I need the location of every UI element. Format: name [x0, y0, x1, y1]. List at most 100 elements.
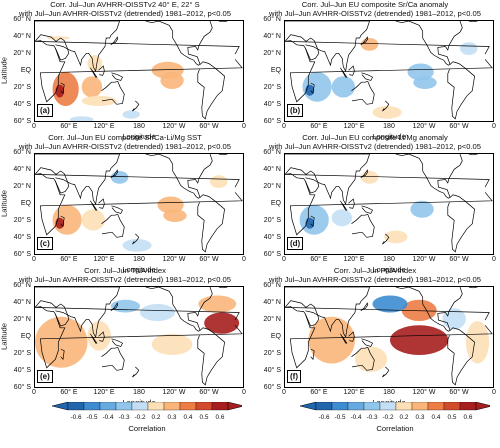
coastline-10 — [395, 154, 463, 199]
coastline-1 — [285, 21, 370, 73]
x-tick-label: 0 — [282, 389, 286, 396]
correlation-region-5 — [160, 72, 184, 89]
colorbar-arrow-right — [475, 402, 490, 411]
x-tick-label: 0 — [492, 123, 496, 130]
colorbar-arrow-left — [52, 402, 69, 411]
panel-title: Corr. Jul–Jun EU composite Li/Mg anomaly — [302, 133, 448, 142]
coastline-12 — [468, 287, 478, 289]
coastline-0 — [285, 173, 493, 236]
coastline-3 — [101, 213, 125, 238]
colorbar-tick-label: 0.5 — [447, 414, 457, 421]
colorbar-swatch-3 — [363, 402, 381, 411]
colorbar-tick-label: -0.5 — [334, 414, 346, 421]
map-panel-f: Corr. Jul–Jun PNA index with Jul–Jun AVHR… — [250, 266, 500, 409]
x-tick-label: 0 — [242, 256, 246, 263]
y-tick-label: 40° N — [13, 166, 31, 173]
colorbar-tick-label: -0.5 — [86, 414, 98, 421]
coastline-7 — [110, 36, 119, 46]
y-tick-label: 20° S — [263, 350, 281, 357]
panel-label: (e) — [37, 370, 53, 383]
x-tick-label: 0 — [32, 123, 36, 130]
coastline-12 — [468, 21, 478, 23]
colorbar-swatch-4 — [131, 402, 149, 411]
x-tick-label: 0 — [32, 389, 36, 396]
correlation-region-3 — [410, 200, 434, 218]
x-tick-label: 120° W — [412, 389, 436, 396]
panel-subtitle: with Jul–Jun AVHRR-OISSTv2 (detrended) 1… — [269, 275, 481, 284]
correlation-region-7 — [122, 239, 152, 252]
colorbar-tick-label: 0.3 — [167, 414, 177, 421]
map-area — [34, 153, 244, 255]
map-area — [284, 20, 494, 122]
x-tick-label: 120° W — [412, 123, 436, 130]
correlation-region-3 — [407, 63, 434, 81]
x-tick-label: 60° W — [449, 256, 469, 263]
colorbar-tick-label: 0.6 — [463, 414, 473, 421]
colorbar-tick-label: -0.2 — [382, 414, 394, 421]
correlation-region-3 — [308, 316, 355, 364]
panel-title: Corr. Jul–Jun EU composite Sr/Ca-Li/Mg S… — [48, 133, 202, 142]
correlation-region-2 — [81, 76, 103, 98]
panel-subtitle: with Jul–Jun AVHRR-OISSTv2 (detrended) 1… — [269, 9, 481, 18]
y-tick-label: 60° S — [263, 251, 281, 258]
coastline-11 — [447, 327, 475, 386]
colorbar-tick-label: -0.3 — [118, 414, 130, 421]
map-area — [34, 286, 244, 388]
coastline-12 — [218, 21, 228, 23]
coastline-10 — [145, 154, 213, 199]
x-axis-title: Longitude — [372, 132, 406, 141]
coastline-3 — [351, 346, 375, 371]
coastline-2 — [305, 177, 320, 194]
coastline-6 — [111, 72, 123, 81]
y-tick-label: EQ — [270, 200, 281, 207]
y-tick-label: EQ — [20, 200, 31, 207]
panel-title: Corr. Jul–Jun PNA index — [333, 266, 417, 275]
y-tick-label: EQ — [20, 67, 31, 74]
coastline-4 — [98, 198, 105, 209]
y-tick-label: 60° S — [263, 118, 281, 125]
colorbar-swatch-6 — [411, 402, 429, 411]
colorbar-tick-label: 0.4 — [431, 414, 441, 421]
coastline-8 — [382, 100, 390, 112]
correlation-region-1 — [198, 295, 237, 313]
coastline-8 — [132, 100, 140, 112]
coastline-5 — [90, 67, 98, 78]
colorbar-swatch-7 — [427, 402, 445, 411]
colorbar-swatch-7 — [179, 402, 197, 411]
correlation-region-5 — [360, 38, 379, 51]
x-tick-label: 60° W — [199, 123, 219, 130]
x-tick-label: 120° W — [162, 123, 186, 130]
coastline-4 — [98, 331, 105, 342]
y-axis-title: Latitude — [0, 189, 9, 218]
y-axis-title: Latitude — [0, 322, 9, 351]
correlation-region-7 — [122, 110, 140, 119]
x-tick-label: 0 — [242, 389, 246, 396]
coastline-5 — [340, 333, 348, 344]
y-tick-label: 20° S — [263, 84, 281, 91]
x-tick-label: 120° W — [412, 256, 436, 263]
y-tick-label: 40° N — [263, 33, 281, 40]
correlation-region-2 — [35, 316, 88, 368]
colorbar-swatch-5 — [147, 402, 165, 411]
x-tick-label: 120° E — [343, 123, 365, 130]
y-tick-label: 60° S — [263, 384, 281, 391]
colorbar-tick-label: 0.3 — [415, 414, 425, 421]
panel-subtitle: with Jul–Jun AVHRR-OISSTv2 (detrended) 1… — [19, 9, 231, 18]
correlation-region-4 — [360, 171, 379, 184]
map-panel-c: Corr. Jul–Jun EU composite Sr/Ca-Li/Mg S… — [0, 133, 250, 276]
coastline-1 — [35, 154, 120, 206]
coastline-4 — [98, 65, 105, 76]
map-area — [34, 20, 244, 122]
correlation-region-5 — [151, 333, 193, 355]
colorbar-1: -0.6 -0.5 -0.4 -0.3 -0.2 0.2 0.3 0.4 0.5 0.6 Corre… — [300, 402, 490, 442]
colorbar-swatch-5 — [395, 402, 413, 411]
y-tick-label: 60° N — [13, 282, 31, 289]
correlation-region-2 — [331, 209, 353, 227]
coastline-6 — [361, 205, 373, 214]
y-tick-label: 20° N — [263, 50, 281, 57]
coastline-7 — [110, 302, 119, 312]
x-tick-label: 60° W — [449, 123, 469, 130]
panel-subtitle: with Jul–Jun AVHRR-OISSTv2 (detrended) 1… — [19, 275, 231, 284]
coastline-7 — [110, 169, 119, 179]
y-tick-label: 20° N — [13, 183, 31, 190]
